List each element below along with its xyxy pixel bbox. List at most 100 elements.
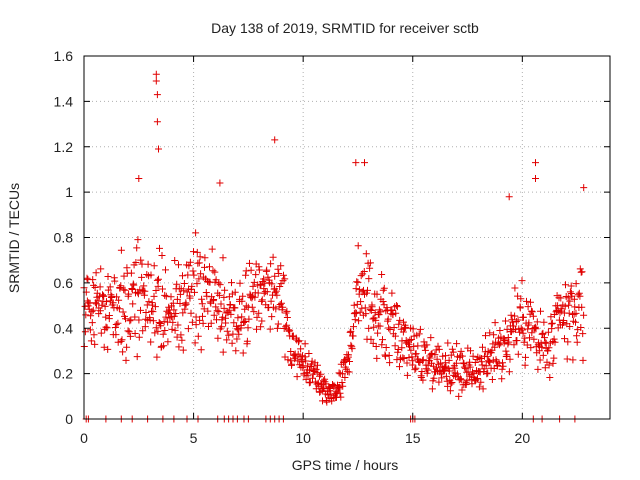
data-point [253,325,260,333]
data-point [154,282,162,290]
data-point [572,309,580,317]
data-point [203,292,211,300]
data-point [491,343,499,351]
data-point [201,263,208,271]
data-point [570,295,578,303]
data-point [512,318,520,325]
data-point [127,269,135,277]
x-tick-label: 10 [295,430,311,446]
y-tick-label: 0.4 [54,320,74,336]
data-point [457,347,465,355]
data-point [211,268,219,276]
data-point [507,311,515,319]
data-point [161,327,169,334]
data-point [216,281,224,289]
data-point [355,317,363,325]
data-point [462,381,470,388]
data-point [349,332,357,340]
data-point [86,326,94,334]
data-point [517,324,525,332]
data-point [283,321,291,329]
data-point [276,283,284,290]
data-point [210,296,218,303]
data-point [152,77,160,85]
data-point [505,193,513,201]
data-point [335,369,343,377]
data-point [457,376,465,384]
chart-title: Day 138 of 2019, SRMTID for receiver sct… [211,20,479,36]
data-point [138,260,146,268]
data-point [445,356,453,364]
data-point [254,289,262,297]
data-point [384,315,392,323]
data-point [167,293,175,301]
data-point [114,338,122,346]
data-point [302,357,310,365]
data-point [118,336,126,344]
data-point [267,297,275,305]
data-point [92,269,100,277]
data-point [112,321,120,328]
data-point [538,343,546,351]
y-axis-label: SRMTID / TECUs [6,183,22,293]
data-point [336,389,344,397]
data-point [147,271,155,279]
data-point [212,303,220,311]
data-point [157,322,165,330]
data-point [184,325,192,333]
data-point [171,257,179,264]
data-point [155,275,162,283]
data-point [576,292,584,300]
data-point [530,335,538,343]
data-point [222,319,230,327]
data-point [228,339,236,347]
data-point [423,341,431,349]
data-point [551,338,559,346]
data-point [545,344,553,352]
plot-frame [83,55,611,420]
data-point [378,341,386,349]
data-point [186,258,194,266]
data-point [185,262,193,270]
data-point [257,281,265,288]
data-point [312,365,320,373]
x-tick-label: 20 [515,430,531,446]
data-point [496,341,503,349]
data-point [182,300,190,308]
data-point [403,371,411,379]
data-point [190,271,198,279]
data-point [271,272,279,280]
data-point [301,353,309,361]
data-point [499,362,507,370]
y-tick-label: 1 [65,184,73,200]
data-point [415,330,423,338]
data-point [162,292,170,300]
data-point [367,335,375,343]
data-point [229,330,237,338]
data-point [268,313,276,321]
data-point [150,292,158,300]
data-point [273,291,281,299]
data-point [274,320,282,328]
data-point [115,296,123,304]
data-point [252,271,260,279]
data-point [87,312,95,320]
data-point [97,329,105,337]
data-point [208,245,216,253]
data-point [446,387,454,395]
data-point [139,327,147,335]
data-point [518,277,526,285]
data-point [373,354,381,362]
data-point [382,307,390,315]
data-point [114,319,122,327]
data-point [238,297,246,305]
data-point [429,362,437,370]
data-point [314,361,321,369]
data-point [388,289,396,297]
data-point [255,309,263,317]
data-point [89,276,97,284]
data-point [152,287,160,294]
y-tick-label: 1.2 [54,139,74,155]
data-point [176,290,184,298]
data-point [427,334,435,342]
